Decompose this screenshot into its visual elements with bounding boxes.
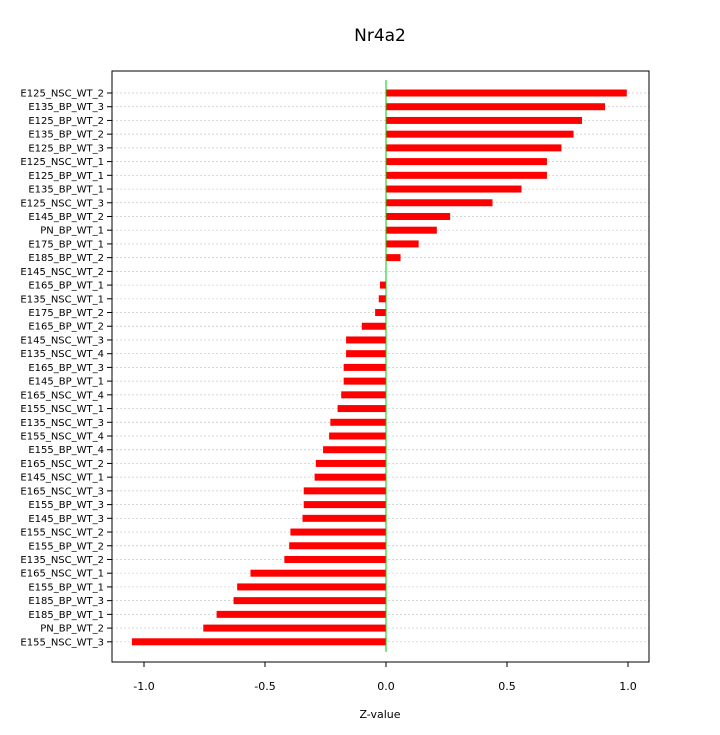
- bar-e165_bp_wt_2: [361, 322, 386, 330]
- bar-e125_nsc_wt_2: [386, 89, 627, 97]
- bars: [131, 89, 627, 646]
- bar-e135_bp_wt_1: [386, 185, 522, 193]
- bar-e145_nsc_wt_1: [314, 473, 386, 481]
- category-label: E145_NSC_WT_2: [20, 267, 104, 278]
- bar-e155_nsc_wt_2: [290, 528, 386, 536]
- bar-e135_nsc_wt_2: [284, 555, 386, 563]
- category-label: E165_NSC_WT_4: [20, 390, 104, 401]
- x-tick-label: -1.0: [133, 680, 154, 693]
- category-label: E145_BP_WT_1: [28, 377, 104, 388]
- x-tick-label: 0.5: [498, 680, 516, 693]
- category-label: E125_NSC_WT_1: [20, 157, 104, 168]
- category-label: E125_BP_WT_1: [28, 171, 104, 182]
- category-label: E135_BP_WT_1: [28, 185, 104, 196]
- bar-e155_bp_wt_4: [323, 446, 386, 454]
- bar-e155_nsc_wt_4: [329, 432, 386, 440]
- bar-e185_bp_wt_3: [233, 597, 386, 605]
- category-label: E165_BP_WT_3: [28, 363, 104, 374]
- category-label: E145_BP_WT_3: [28, 514, 104, 525]
- bar-e185_bp_wt_2: [386, 254, 401, 262]
- category-label: E175_BP_WT_1: [28, 239, 104, 250]
- category-labels: E125_NSC_WT_2 E135_BP_WT_3 E125_BP_WT_2 E13…: [20, 89, 112, 648]
- bar-e145_bp_wt_2: [386, 212, 451, 220]
- category-label: E155_BP_WT_4: [28, 445, 104, 456]
- x-tick-label: -0.5: [254, 680, 275, 693]
- category-label: E185_BP_WT_3: [28, 596, 104, 607]
- bar-e135_nsc_wt_4: [346, 350, 386, 358]
- category-label: E185_BP_WT_1: [28, 610, 104, 621]
- category-label: E135_BP_WT_3: [28, 102, 104, 113]
- bar-e165_bp_wt_1: [379, 281, 386, 289]
- plot-frame: [111, 70, 650, 663]
- category-label: E165_NSC_WT_1: [20, 569, 104, 580]
- category-label: E135_NSC_WT_3: [20, 418, 104, 429]
- bar-e155_bp_wt_1: [237, 583, 386, 591]
- category-label: E155_BP_WT_2: [28, 541, 104, 552]
- bar-pn_bp_wt_1: [386, 226, 437, 234]
- category-label: E155_NSC_WT_3: [20, 637, 104, 648]
- category-label: E155_BP_WT_1: [28, 582, 104, 593]
- category-label: E165_BP_WT_1: [28, 281, 104, 292]
- x-tick-label: 1.0: [619, 680, 637, 693]
- bar-e145_bp_wt_3: [302, 514, 386, 522]
- bar-e175_bp_wt_1: [386, 240, 419, 248]
- category-label: E165_NSC_WT_3: [20, 486, 104, 497]
- category-label: E125_NSC_WT_3: [20, 198, 104, 209]
- category-label: E155_NSC_WT_1: [20, 404, 104, 415]
- category-label: PN_BP_WT_1: [40, 226, 104, 237]
- bar-e135_bp_wt_2: [386, 130, 574, 138]
- category-label: E175_BP_WT_2: [28, 308, 104, 319]
- category-label: E155_NSC_WT_4: [20, 432, 104, 443]
- bar-e155_nsc_wt_3: [131, 638, 386, 646]
- category-label: E135_BP_WT_2: [28, 130, 104, 141]
- bar-e125_nsc_wt_1: [386, 158, 547, 166]
- bar-e155_nsc_wt_1: [337, 405, 386, 413]
- bar-e165_nsc_wt_3: [303, 487, 386, 495]
- bar-e125_bp_wt_3: [386, 144, 562, 152]
- bar-e165_bp_wt_3: [343, 363, 386, 371]
- x-axis-label: Z-value: [359, 708, 400, 721]
- category-label: E145_NSC_WT_3: [20, 335, 104, 346]
- bar-e165_nsc_wt_2: [315, 459, 386, 467]
- category-label: E135_NSC_WT_1: [20, 294, 104, 305]
- bar-e125_bp_wt_2: [386, 116, 583, 124]
- bar-e125_nsc_wt_3: [386, 199, 493, 207]
- category-label: E125_NSC_WT_2: [20, 89, 104, 100]
- bar-e125_bp_wt_1: [386, 171, 547, 179]
- bar-e145_nsc_wt_3: [346, 336, 386, 344]
- x-tick-label: 0.0: [377, 680, 395, 693]
- bar-e135_nsc_wt_1: [378, 295, 386, 303]
- bar-e145_bp_wt_1: [343, 377, 386, 385]
- bar-e135_bp_wt_3: [386, 103, 606, 111]
- bar-e155_bp_wt_3: [303, 501, 386, 509]
- category-label: E165_BP_WT_2: [28, 322, 104, 333]
- category-label: PN_BP_WT_2: [40, 624, 104, 635]
- category-label: E135_NSC_WT_2: [20, 555, 104, 566]
- category-label: E125_BP_WT_2: [28, 116, 104, 127]
- x-axis: -1.0 -0.5 0.0 0.5 1.0: [133, 662, 637, 693]
- bar-e135_nsc_wt_3: [330, 418, 386, 426]
- category-label: E185_BP_WT_2: [28, 253, 104, 264]
- bar-pn_bp_wt_2: [203, 624, 386, 632]
- bar-e155_bp_wt_2: [289, 542, 386, 550]
- category-label: E145_NSC_WT_1: [20, 473, 104, 484]
- bar-e185_bp_wt_1: [216, 610, 386, 618]
- bar-e165_nsc_wt_1: [250, 569, 386, 577]
- category-label: E125_BP_WT_3: [28, 143, 104, 154]
- category-label: E135_NSC_WT_4: [20, 349, 104, 360]
- chart-title: Nr4a2: [354, 26, 406, 46]
- bar-e165_nsc_wt_4: [341, 391, 386, 399]
- category-label: E155_NSC_WT_2: [20, 528, 104, 539]
- bar-e175_bp_wt_2: [375, 309, 386, 317]
- category-label: E145_BP_WT_2: [28, 212, 104, 223]
- category-label: E165_NSC_WT_2: [20, 459, 104, 470]
- category-label: E155_BP_WT_3: [28, 500, 104, 511]
